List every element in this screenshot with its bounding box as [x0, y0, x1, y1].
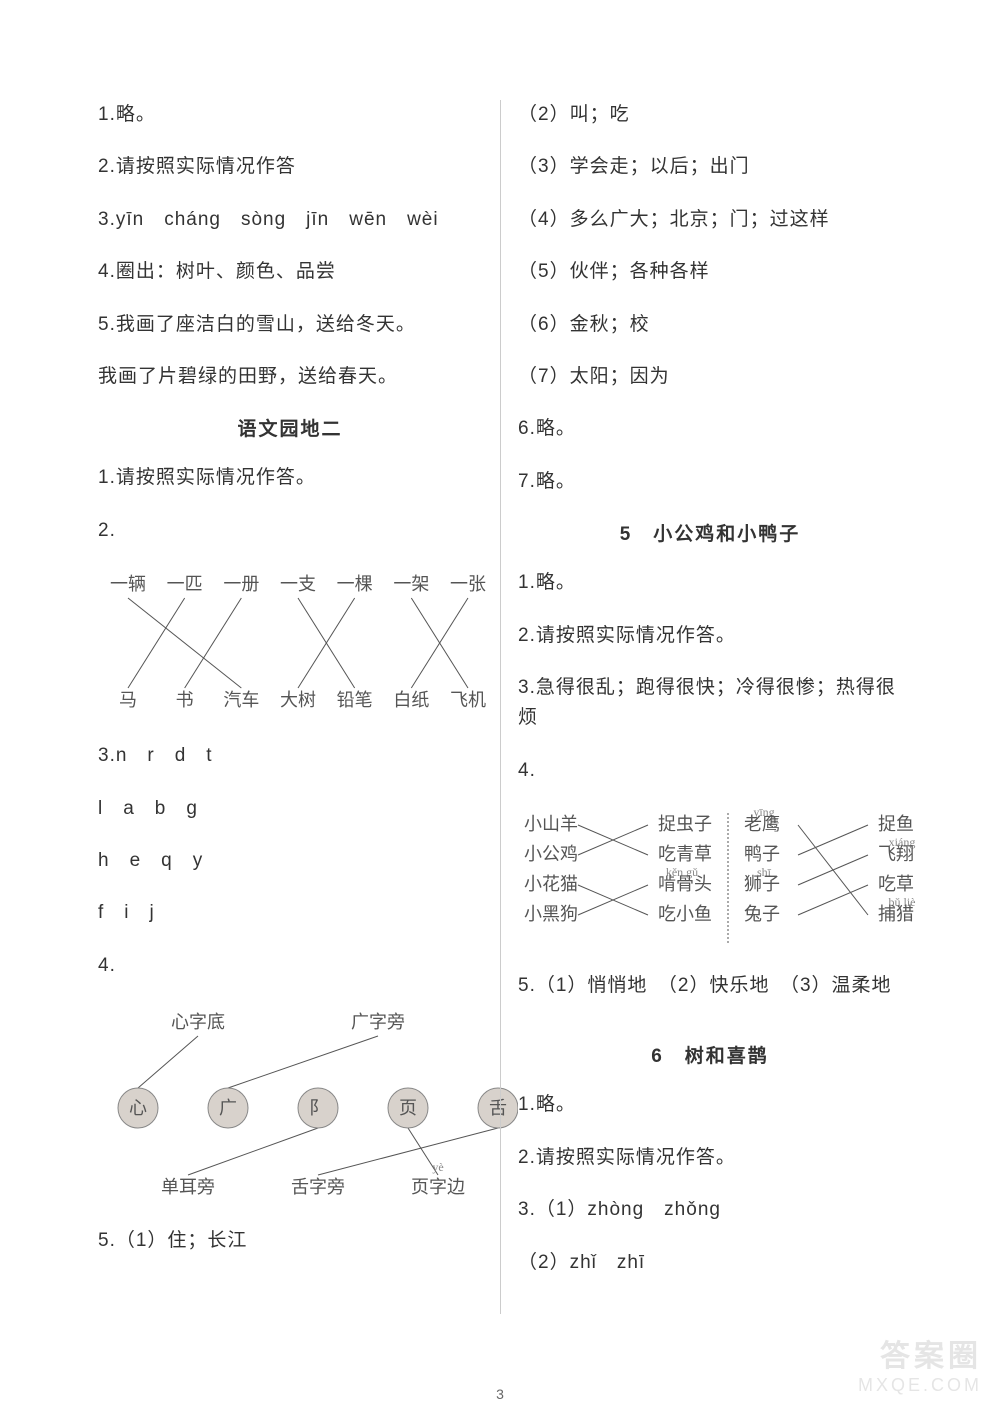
right-item: 1.略。: [518, 568, 902, 598]
svg-text:捉虫子: 捉虫子: [658, 814, 712, 834]
svg-text:心字底: 心字底: [171, 1012, 225, 1032]
right-item: 4.: [518, 756, 902, 786]
svg-text:飞翔: 飞翔: [878, 844, 914, 864]
right-item: （2）叫；吃: [518, 100, 902, 130]
right-item: 7.略。: [518, 467, 902, 497]
matching-diagram-a: 一辆一匹一册一支一棵一架一张马书汽车大树铅笔白纸飞机: [98, 568, 482, 723]
right-column: （2）叫；吃 （3）学会走；以后；出门 （4）多么广大；北京；门；过这样 （5）…: [500, 100, 920, 1354]
right-item: 3.（1）zhòng zhǒng: [518, 1195, 902, 1225]
svg-text:啃骨头: 啃骨头: [658, 874, 712, 894]
svg-text:小公鸡: 小公鸡: [524, 844, 578, 864]
svg-text:页字边: 页字边: [411, 1177, 465, 1197]
svg-text:一辆: 一辆: [110, 574, 146, 594]
left-item: f i j: [98, 898, 482, 928]
watermark-text-bottom: MXQE.COM: [858, 1375, 982, 1396]
svg-text:飞机: 飞机: [450, 690, 486, 710]
svg-text:吃小鱼: 吃小鱼: [658, 904, 712, 924]
svg-text:书: 书: [176, 690, 194, 710]
svg-text:狮子: 狮子: [744, 874, 780, 894]
right-item: （7）太阳；因为: [518, 362, 902, 392]
left-item: 3.n r d t: [98, 741, 482, 771]
svg-text:舌字旁: 舌字旁: [291, 1177, 345, 1197]
right-item: （5）伙伴；各种各样: [518, 257, 902, 287]
left-item: 2.请按照实际情况作答: [98, 152, 482, 182]
svg-text:捉鱼: 捉鱼: [878, 814, 914, 834]
section-heading-yuwen: 语文园地二: [98, 414, 482, 441]
svg-text:心: 心: [129, 1098, 147, 1118]
svg-text:小黑狗: 小黑狗: [524, 904, 578, 924]
svg-text:小花猫: 小花猫: [524, 874, 578, 894]
svg-text:小山羊: 小山羊: [524, 814, 578, 834]
svg-text:一张: 一张: [450, 574, 486, 594]
svg-text:单耳旁: 单耳旁: [161, 1177, 215, 1197]
left-item: h e q y: [98, 846, 482, 876]
right-item: （3）学会走；以后；出门: [518, 152, 902, 182]
svg-text:阝: 阝: [309, 1098, 327, 1118]
svg-text:广: 广: [219, 1098, 237, 1118]
right-item: （4）多么广大；北京；门；过这样: [518, 205, 902, 235]
svg-text:一架: 一架: [393, 574, 429, 594]
section-heading-6: 6 树和喜鹊: [518, 1041, 902, 1068]
left-item: l a b g: [98, 794, 482, 824]
svg-text:老鹰: 老鹰: [744, 814, 780, 834]
left-item: 4.: [98, 951, 482, 981]
left-item: 1.请按照实际情况作答。: [98, 463, 482, 493]
svg-text:大树: 大树: [280, 690, 316, 710]
right-item: 3.急得很乱；跑得很快；冷得很惨；热得很烦: [518, 673, 902, 734]
svg-text:吃青草: 吃青草: [658, 844, 712, 864]
svg-text:一棵: 一棵: [337, 574, 373, 594]
right-item: 2.请按照实际情况作答。: [518, 1143, 902, 1173]
left-item: 我画了片碧绿的田野，送给春天。: [98, 362, 482, 392]
section-heading-5: 5 小公鸡和小鸭子: [518, 519, 902, 546]
two-column-layout: 1.略。 2.请按照实际情况作答 3.yīn cháng sòng jīn wē…: [80, 100, 920, 1354]
svg-text:捕猎: 捕猎: [878, 904, 914, 924]
page-number: 3: [496, 1386, 504, 1402]
column-divider: [500, 100, 501, 1314]
svg-text:鸭子: 鸭子: [744, 844, 780, 864]
left-item: 2.: [98, 516, 482, 546]
svg-text:一支: 一支: [280, 574, 316, 594]
svg-text:兔子: 兔子: [744, 904, 780, 924]
right-item: 2.请按照实际情况作答。: [518, 621, 902, 651]
svg-text:一册: 一册: [223, 574, 259, 594]
left-column: 1.略。 2.请按照实际情况作答 3.yīn cháng sòng jīn wē…: [80, 100, 500, 1354]
svg-text:白纸: 白纸: [393, 690, 429, 710]
left-item: 5.（1）住；长江: [98, 1226, 482, 1256]
left-item: 3.yīn cháng sòng jīn wēn wèi: [98, 205, 482, 235]
svg-text:yè: yè: [432, 1160, 443, 1174]
right-item: 1.略。: [518, 1090, 902, 1120]
matching-diagram-b: 心广阝页舌心字底广字旁yè单耳旁舌字旁页字边: [98, 1003, 482, 1208]
right-item: （6）金秋；校: [518, 310, 902, 340]
right-item: 5.（1）悄悄地 （2）快乐地 （3）温柔地: [518, 971, 902, 1001]
svg-text:汽车: 汽车: [223, 690, 259, 710]
left-item: 4.圈出：树叶、颜色、品尝: [98, 257, 482, 287]
matching-diagram-c: 小山羊小公鸡小花猫小黑狗捉虫子吃青草kěn gǔ啃骨头吃小鱼yīng老鹰鸭子sh…: [518, 808, 902, 953]
svg-text:页: 页: [399, 1098, 417, 1118]
right-item: 6.略。: [518, 414, 902, 444]
svg-text:铅笔: 铅笔: [337, 690, 373, 710]
left-item: 5.我画了座洁白的雪山，送给冬天。: [98, 310, 482, 340]
svg-text:吃草: 吃草: [878, 874, 914, 894]
svg-text:广字旁: 广字旁: [351, 1012, 405, 1032]
svg-text:一匹: 一匹: [167, 574, 203, 594]
svg-text:马: 马: [119, 690, 137, 710]
right-item: （2）zhǐ zhī: [518, 1248, 902, 1278]
left-item: 1.略。: [98, 100, 482, 130]
